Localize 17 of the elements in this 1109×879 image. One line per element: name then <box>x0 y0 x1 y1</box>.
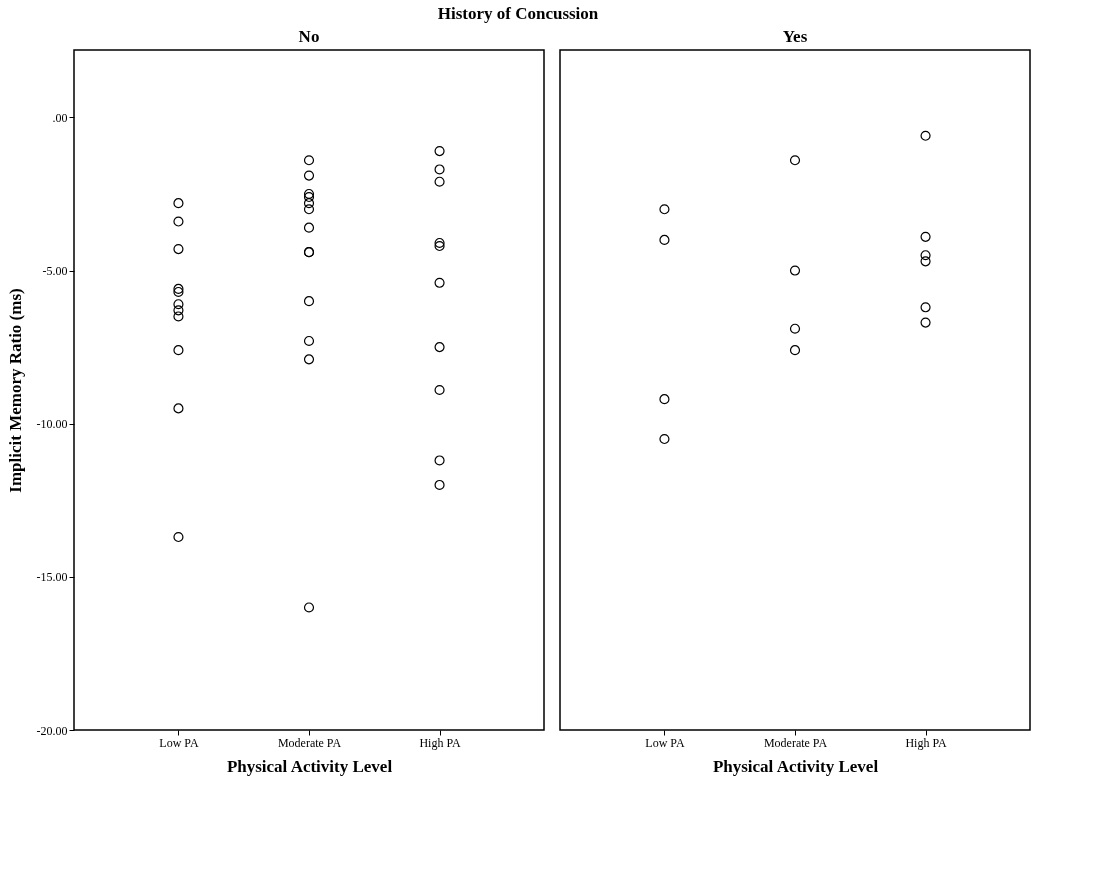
y-tick-label: -15.00 <box>36 570 68 585</box>
x-tick-label: Moderate PA <box>763 735 828 750</box>
x-tick-label: High PA <box>905 735 947 750</box>
chart-title: Yes <box>782 27 808 46</box>
y-tick-label: .00 <box>52 110 68 125</box>
y-tick-label: -10.00 <box>36 417 68 432</box>
y-tick-label: -20.00 <box>36 723 68 738</box>
x-axis-title: Physical Activity Level <box>226 756 393 776</box>
chart-title: No <box>298 27 320 46</box>
y-axis-title: Implicit Memory Ratio (ms) <box>5 288 25 493</box>
y-tick-label: -5.00 <box>42 264 68 279</box>
text: History of Concussion <box>437 4 599 24</box>
x-tick-label: High PA <box>419 735 461 750</box>
x-tick-label: Moderate PA <box>277 735 342 750</box>
x-axis-title: Physical Activity Level <box>712 756 879 776</box>
x-tick-label: Low PA <box>645 735 685 750</box>
x-tick-label: Low PA <box>159 735 199 750</box>
